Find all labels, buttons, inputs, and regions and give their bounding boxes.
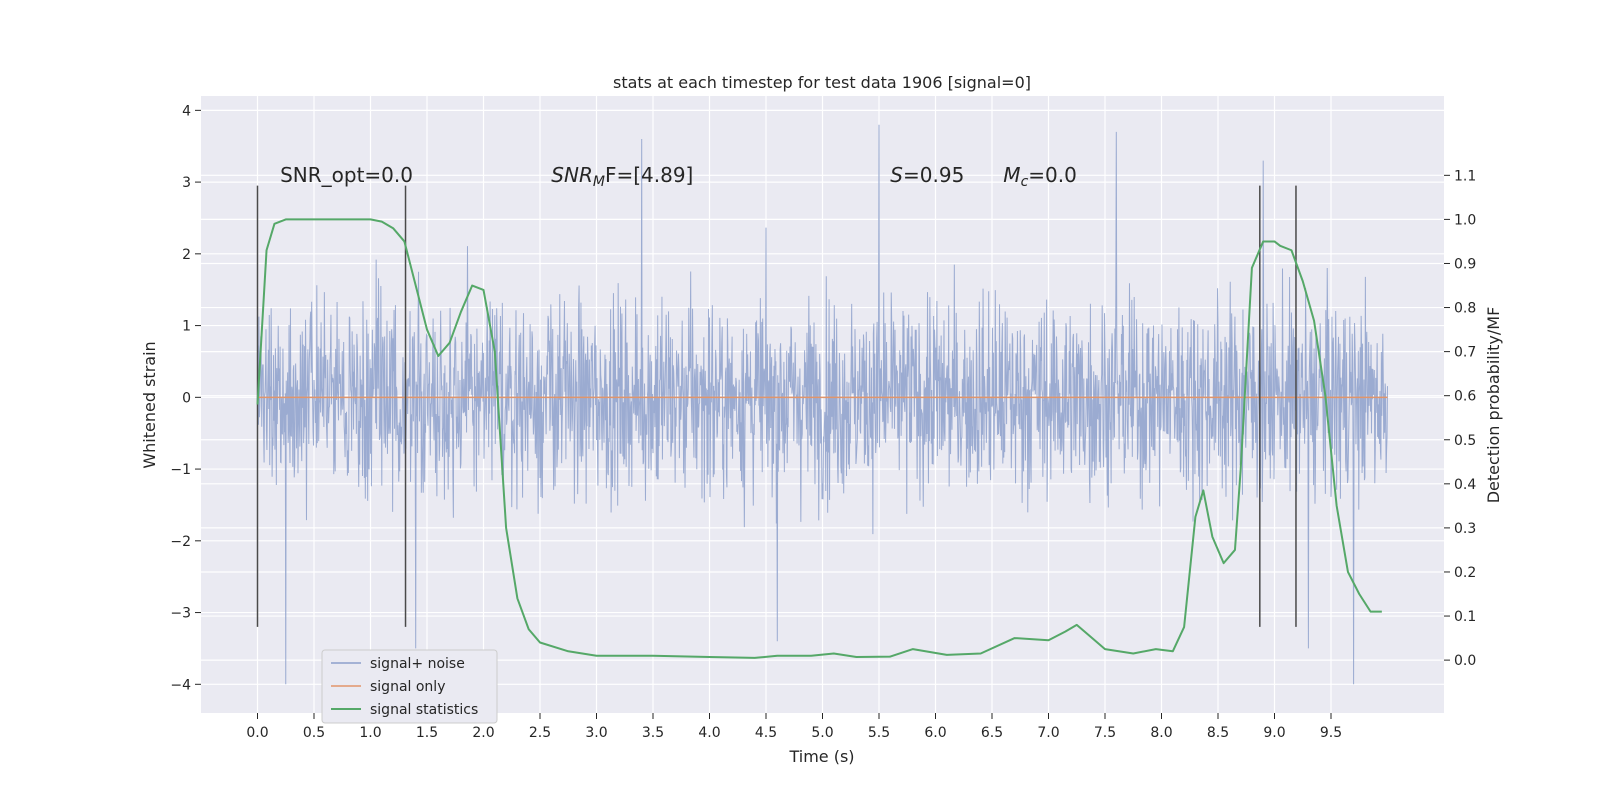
x-tick-label: 7.0 [1037, 725, 1059, 741]
x-tick-label: 9.0 [1263, 725, 1285, 741]
x-tick-label: 5.0 [811, 725, 833, 741]
x-tick-label: 2.0 [472, 725, 494, 741]
x-tick-label: 1.0 [359, 725, 381, 741]
x-tick-label: 0.0 [246, 725, 268, 741]
y2-tick-label: 1.1 [1454, 168, 1476, 184]
chart-title: stats at each timestep for test data 190… [613, 73, 1031, 92]
y2-tick-label: 0.3 [1454, 521, 1476, 537]
x-tick-label: 2.5 [529, 725, 551, 741]
annotations: SNR_opt=0.0 SNRMF=[4.89] S=0.95 Mc=0.0 [280, 163, 1077, 190]
x-tick-label: 7.5 [1094, 725, 1116, 741]
signal-statistics-series [256, 218, 1382, 659]
legend-box [321, 649, 498, 724]
legend-label-signal-only: signal only [370, 679, 445, 695]
y2-tick-label: 0.7 [1454, 345, 1476, 361]
y-axis-ticks: 4 3 2 1 0 −1 −2 −3 −4 [170, 103, 201, 693]
y-tick-label: −4 [170, 677, 191, 693]
x-tick-label: 8.0 [1150, 725, 1172, 741]
y-tick-label: −2 [170, 534, 191, 550]
legend-label-signal-noise: signal+ noise [370, 656, 465, 672]
y2-tick-label: 0.5 [1454, 433, 1476, 449]
y-axis-label: Whitened strain [140, 341, 159, 468]
signal-noise-line [257, 124, 1388, 685]
annotation-text: SNRMF=[4.89] [551, 163, 693, 190]
x-tick-label: 1.5 [416, 725, 438, 741]
y-tick-label: 3 [182, 175, 191, 191]
signal-statistics-line [256, 218, 1382, 659]
annotation-text: SNR_opt=0.0 [280, 163, 413, 187]
y-tick-label: 2 [182, 247, 191, 263]
x-tick-label: 8.5 [1207, 725, 1229, 741]
y-tick-label: 0 [182, 390, 191, 406]
x-tick-label: 6.0 [924, 725, 946, 741]
x-tick-label: 3.5 [642, 725, 664, 741]
vertical-markers [256, 185, 1297, 627]
y2-tick-label: 0.9 [1454, 256, 1476, 272]
y2-tick-label: 0.6 [1454, 389, 1476, 405]
signal-noise-series [257, 124, 1388, 685]
y2-tick-label: 0.4 [1454, 477, 1476, 493]
y-tick-label: −1 [170, 462, 191, 478]
x-axis-label: Time (s) [788, 747, 854, 766]
annotation-text: S=0.95 [890, 163, 964, 187]
y2-tick-label: 0.8 [1454, 301, 1476, 317]
x-tick-label: 4.0 [698, 725, 720, 741]
y-tick-label: 1 [182, 319, 191, 335]
y-tick-label: −3 [170, 606, 191, 622]
y2-tick-label: 0.2 [1454, 565, 1476, 581]
y-tick-label: 4 [182, 103, 191, 119]
y2-axis-label: Detection probability/MF [1484, 307, 1503, 504]
x-tick-label: 0.5 [303, 725, 325, 741]
x-tick-label: 5.5 [868, 725, 890, 741]
legend-label-signal-statistics: signal statistics [370, 702, 478, 718]
annotation-text: Mc=0.0 [1003, 163, 1077, 190]
y2-tick-label: 1.0 [1454, 212, 1476, 228]
y2-tick-label: 0.1 [1454, 609, 1476, 625]
y2-tick-label: 0.0 [1454, 653, 1476, 669]
x-tick-label: 3.0 [585, 725, 607, 741]
legend: signal+ noise signal only signal statist… [321, 649, 498, 724]
x-tick-label: 9.5 [1320, 725, 1342, 741]
x-tick-label: 6.5 [981, 725, 1003, 741]
y2-axis-ticks: 1.1 1.0 0.9 0.8 0.7 0.6 0.5 0.4 0.3 0.2 0.1 0.0 [1444, 168, 1476, 669]
x-axis-ticks: 0.0 0.5 1.0 1.5 2.0 2.5 3.0 3.5 4.0 4.5 5.0 5.5 6.0 6… [246, 713, 1342, 741]
x-tick-label: 4.5 [755, 725, 777, 741]
